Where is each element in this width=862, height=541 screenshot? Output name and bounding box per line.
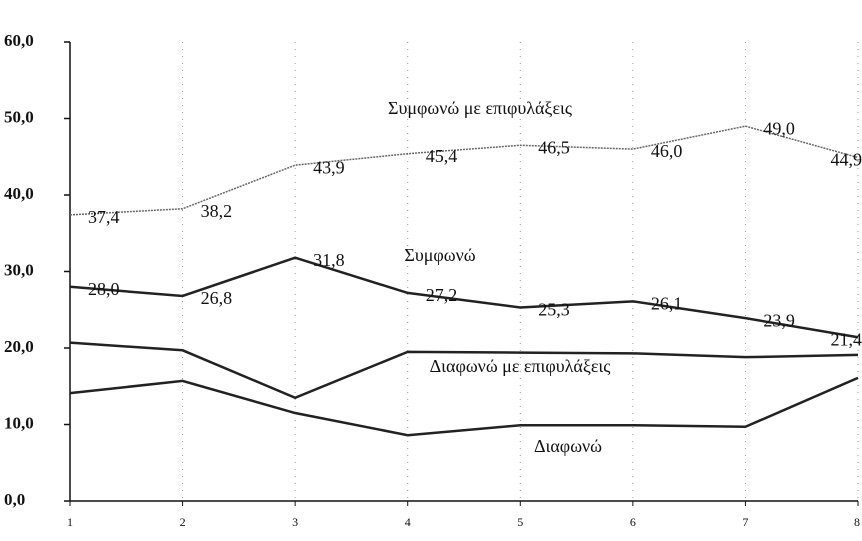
y-tick-label: 60,0: [4, 31, 34, 50]
x-tick-label: 3: [292, 515, 298, 529]
y-tick-label: 30,0: [4, 260, 34, 279]
data-label: 27,2: [426, 285, 458, 305]
x-tick-label: 6: [630, 515, 636, 529]
data-label: 46,0: [651, 141, 683, 161]
x-tick-label: 7: [742, 515, 748, 529]
data-label: 46,5: [538, 137, 570, 157]
data-label: 26,8: [201, 288, 233, 308]
data-label: 28,0: [88, 279, 120, 299]
data-label: 45,4: [426, 146, 458, 166]
line-series: [69, 376, 859, 437]
data-label: 25,3: [538, 300, 570, 320]
data-label: 21,4: [831, 329, 862, 349]
series-name: Διαφωνώ: [534, 436, 602, 456]
data-label: 23,9: [763, 310, 795, 330]
x-tick-label: 4: [405, 515, 411, 529]
data-label: 31,8: [313, 250, 345, 270]
data-label: 43,9: [313, 157, 345, 177]
line-series: [69, 341, 859, 400]
data-label: 49,0: [763, 118, 795, 138]
series-name: Συμφωνώ: [404, 245, 475, 265]
x-tick-label: 1: [67, 515, 73, 529]
data-label: 26,1: [651, 293, 683, 313]
x-tick-label: 8: [854, 515, 860, 529]
data-label: 37,4: [88, 207, 120, 227]
line-series: [69, 125, 859, 216]
series-name: Διαφωνώ με επιφυλάξεις: [430, 356, 611, 376]
x-tick-label: 5: [517, 515, 523, 529]
x-tick-label: 2: [180, 515, 186, 529]
y-tick-label: 20,0: [4, 337, 34, 356]
series-name: Συμφωνώ με επιφυλάξεις: [388, 98, 572, 118]
line-series: [69, 256, 859, 339]
y-tick-label: 0,0: [4, 490, 25, 509]
y-tick-label: 10,0: [4, 413, 34, 432]
data-label: 44,9: [831, 150, 862, 170]
y-tick-label: 50,0: [4, 107, 34, 126]
y-tick-label: 40,0: [4, 184, 34, 203]
data-label: 38,2: [201, 201, 233, 221]
